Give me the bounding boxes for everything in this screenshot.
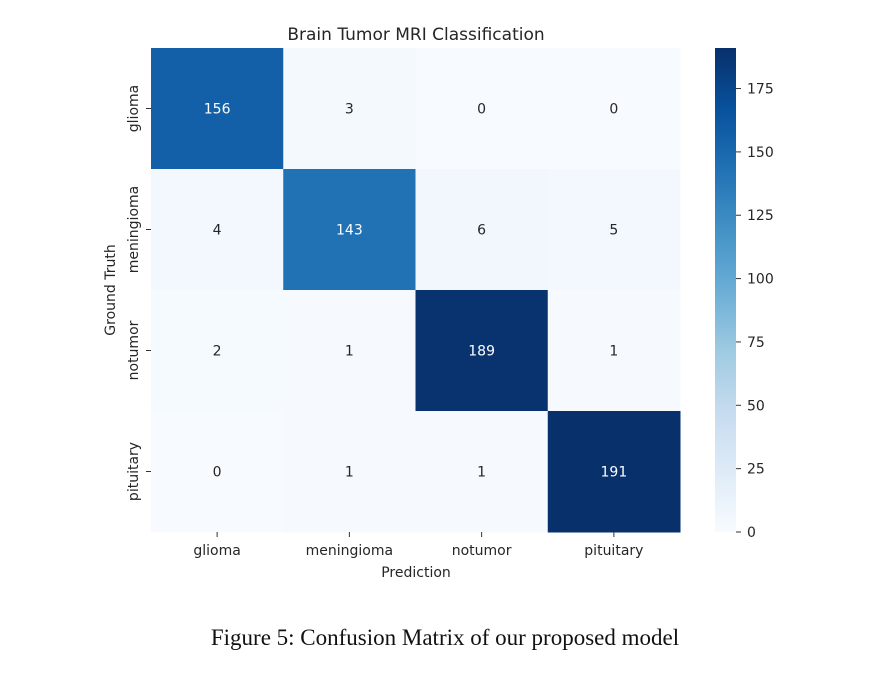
heatmap-cell <box>151 290 284 412</box>
heatmap-cell <box>151 48 284 170</box>
y-tick-label: pituitary <box>126 442 142 501</box>
heatmap-cell <box>283 411 416 533</box>
cell-value-label: 1 <box>477 465 486 481</box>
heatmap-cell <box>415 411 549 533</box>
cell-value-label: 1 <box>609 344 618 360</box>
y-axis-label: Ground Truth <box>103 244 119 335</box>
heatmap-cell <box>283 48 416 170</box>
heatmap-cell <box>151 411 284 533</box>
cell-value-label: 2 <box>213 344 222 360</box>
heatmap-cell <box>283 290 416 412</box>
figure-caption: Figure 5: Confusion Matrix of our propos… <box>210 625 680 650</box>
cell-value-label: 1 <box>345 344 354 360</box>
colorbar-tick-label: 0 <box>747 525 756 541</box>
x-axis-label: Prediction <box>381 565 451 581</box>
colorbar <box>715 48 736 532</box>
y-tick-label: notumor <box>126 320 142 380</box>
cell-value-label: 5 <box>609 223 618 239</box>
cell-value-label: 189 <box>468 344 495 360</box>
cell-value-label: 0 <box>609 102 618 118</box>
cell-value-label: 191 <box>601 465 628 481</box>
confusion-matrix-chart: Brain Tumor MRI Classification 156 3 0 04 14… <box>103 25 774 581</box>
x-axis-ticks: glioma meningioma notumor pituitary <box>193 532 643 559</box>
heatmap-cell <box>415 48 549 170</box>
colorbar-tick-label: 175 <box>747 82 774 98</box>
heatmap-cell <box>547 48 681 170</box>
cell-value-label: 0 <box>213 465 222 481</box>
chart-title: Brain Tumor MRI Classification <box>287 25 544 45</box>
colorbar-tick-label: 50 <box>747 398 765 414</box>
heatmap-cell <box>283 169 416 291</box>
x-tick-label: meningioma <box>306 543 393 559</box>
colorbar-tick-label: 150 <box>747 145 774 161</box>
heatmap-cell <box>151 169 284 291</box>
colorbar-tick-label: 100 <box>747 272 774 288</box>
y-tick-label: glioma <box>126 85 142 132</box>
y-tick-label: meningioma <box>126 186 142 273</box>
cell-value-label: 6 <box>477 223 486 239</box>
cell-value-label: 143 <box>336 223 363 239</box>
cell-value-label: 1 <box>345 465 354 481</box>
cell-value-label: 3 <box>345 102 354 118</box>
colorbar-tick-label: 25 <box>747 462 765 478</box>
colorbar-tick-label: 125 <box>747 208 774 224</box>
heatmap-cell <box>547 411 681 533</box>
cell-value-label: 4 <box>213 223 222 239</box>
cell-value-label: 0 <box>477 102 486 118</box>
heatmap-cells: 156 3 0 0 4 143 6 5 2 1 189 1 0 1 1 191 <box>151 48 681 533</box>
cell-value-label: 156 <box>204 102 231 118</box>
colorbar-tick-label: 75 <box>747 335 765 351</box>
x-tick-label: glioma <box>193 543 240 559</box>
heatmap-cell <box>547 169 681 291</box>
heatmap-cell <box>415 290 549 412</box>
heatmap-cell <box>415 169 549 291</box>
y-axis-ticks: glioma meningioma notumor pituitary <box>126 85 151 501</box>
x-tick-label: notumor <box>452 543 512 559</box>
x-tick-label: pituitary <box>584 543 643 559</box>
heatmap-cell <box>547 290 681 412</box>
colorbar-ticks: 0 25 50 75 100 125 150 175 <box>736 82 774 541</box>
